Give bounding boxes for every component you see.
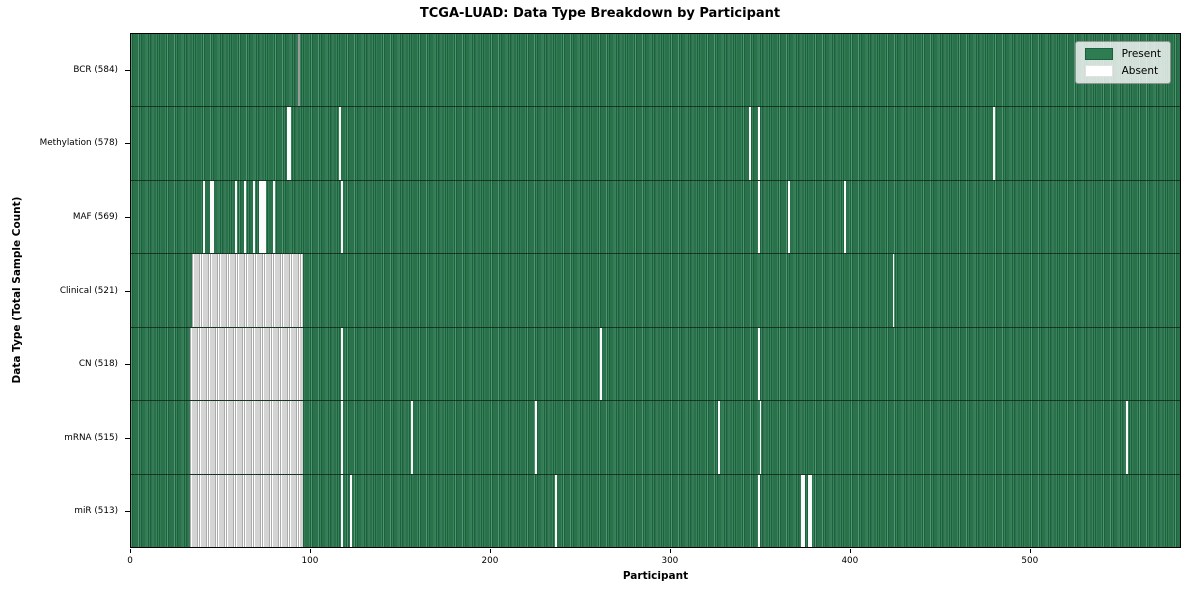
x-tick-label-100: 100 [301, 556, 319, 566]
x-tick-mark [309, 549, 311, 553]
y-tick-mark [125, 290, 130, 292]
absent-mark [759, 401, 762, 474]
y-tick-mark [125, 511, 130, 513]
x-tick-mark [130, 549, 131, 553]
row-cn [131, 326, 1180, 401]
absent-mark [210, 180, 212, 254]
absent-mark [289, 107, 291, 180]
absent-mark [272, 180, 275, 254]
legend: Present Absent [1074, 41, 1171, 84]
absent-mark [844, 180, 846, 254]
absent-mark [757, 327, 760, 401]
y-tick-label-cn: CN (518) [78, 359, 118, 370]
y-tick-label-clinical: Clinical (521) [59, 285, 118, 296]
absent-mark [341, 180, 343, 254]
absent-mark [599, 327, 602, 401]
absent-mark [802, 474, 805, 547]
x-tick-mark [1029, 549, 1031, 553]
y-tick-label-mrna: mRNA (515) [64, 432, 118, 443]
absent-mark [788, 180, 791, 254]
absent-mark [757, 180, 760, 254]
absent-mark [262, 180, 264, 254]
row-mrna [131, 400, 1180, 474]
absent-mark [800, 474, 803, 547]
y-tick-mark [125, 216, 130, 218]
absent-mark [808, 474, 810, 547]
absent-mark [535, 401, 537, 474]
absent-mark [253, 180, 255, 254]
y-tick-label-methylation: Methylation (578) [39, 138, 118, 149]
absent-mark [235, 180, 237, 254]
legend-item-present: Present [1084, 48, 1161, 60]
chart-title: TCGA-LUAD: Data Type Breakdown by Partic… [419, 6, 781, 21]
legend-absent-swatch [1084, 65, 1113, 77]
absent-mark [892, 254, 895, 327]
absent-block [190, 401, 304, 474]
absent-mark [211, 180, 214, 254]
absent-block [192, 254, 304, 327]
y-tick-mark [125, 437, 130, 439]
row-mir [131, 473, 1180, 547]
absent-mark [258, 180, 261, 254]
absent-mark [260, 180, 263, 254]
legend-absent-label: Absent [1121, 65, 1159, 77]
absent-block [190, 474, 304, 547]
absent-mark [757, 474, 760, 547]
absent-mark [748, 107, 751, 180]
y-tick-mark [125, 143, 130, 145]
absent-mark [554, 474, 557, 547]
absent-mark [411, 401, 413, 474]
x-tick-label-300: 300 [661, 556, 679, 566]
x-tick-mark [489, 549, 491, 553]
plot-rows [131, 34, 1180, 547]
x-tick-label-0: 0 [127, 556, 133, 566]
x-tick-label-400: 400 [841, 556, 859, 566]
x-axis-ticks: 0 100 200 300 400 500 [127, 548, 1181, 570]
plot-area: Present Absent [130, 33, 1181, 548]
absent-mark [287, 107, 290, 180]
absent-mark [809, 474, 812, 547]
x-axis-title: Participant [622, 570, 689, 582]
absent-mark [1126, 401, 1128, 474]
x-tick-label-200: 200 [481, 556, 499, 566]
absent-mark [757, 107, 760, 180]
absent-mark [263, 180, 266, 254]
absent-mark [202, 180, 205, 254]
legend-item-absent: Absent [1084, 65, 1161, 77]
row-bcr [131, 34, 1180, 107]
absent-mark [993, 107, 995, 180]
y-tick-mark [125, 69, 130, 71]
row-methylation [131, 106, 1180, 180]
absent-block [190, 327, 304, 401]
absent-mark [339, 107, 342, 180]
x-tick-label-500: 500 [1021, 556, 1039, 566]
y-tick-label-mir: miR (513) [74, 506, 118, 517]
row-maf [131, 179, 1180, 254]
absent-mark [718, 401, 721, 474]
absent-mark [341, 327, 343, 401]
y-axis-labels: BCR (584) Methylation (578) MAF (569) Clini… [0, 33, 130, 548]
x-tick-mark [849, 549, 851, 553]
legend-present-label: Present [1121, 48, 1161, 60]
x-tick-mark [669, 549, 671, 553]
absent-mark [341, 474, 343, 547]
y-tick-label-bcr: BCR (584) [73, 64, 118, 75]
y-tick-mark [125, 364, 130, 366]
gray-artifact-mark [298, 34, 300, 107]
y-tick-label-maf: MAF (569) [72, 211, 118, 222]
absent-mark [244, 180, 246, 254]
row-clinical [131, 253, 1180, 327]
absent-mark [341, 401, 343, 474]
legend-present-swatch [1084, 48, 1113, 60]
absent-mark [350, 474, 352, 547]
